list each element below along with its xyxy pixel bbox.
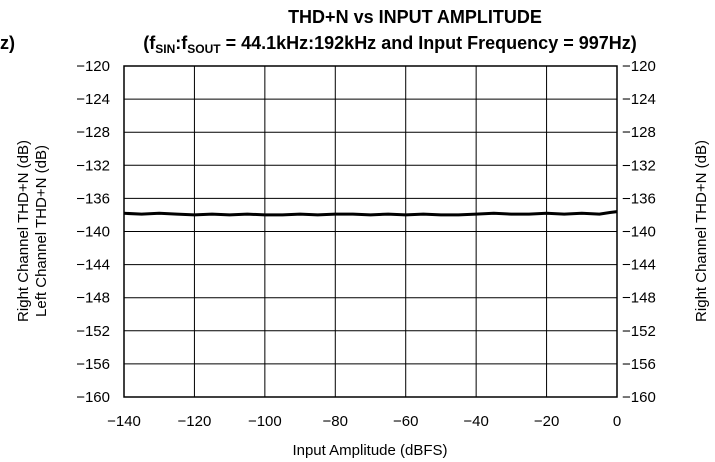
y-tick-label-right: −152 <box>622 323 656 340</box>
x-tick-label: −140 <box>107 413 141 430</box>
chart-title: THD+N vs INPUT AMPLITUDE <box>288 7 542 27</box>
y-tick-label-right: −144 <box>622 257 656 274</box>
y-tick-label-right: −148 <box>622 290 656 307</box>
plot-frame <box>123 65 618 398</box>
series-line <box>123 210 618 217</box>
y-tick-label-left: −124 <box>76 91 110 108</box>
series-group <box>123 210 618 217</box>
y-tick-label-right: −120 <box>622 58 656 75</box>
subtitle-sub-sout: SOUT <box>187 42 221 56</box>
y-tick-labels-right: −120 −124 −128 −132 −136 −140 −144 −148 −152 −156… <box>622 58 656 406</box>
y-tick-label-right: −128 <box>622 124 656 141</box>
grid <box>123 65 618 398</box>
clipped-left-text: z) <box>0 33 15 53</box>
y-tick-label-left: −120 <box>76 58 110 75</box>
subtitle-sub-sin: SIN <box>155 42 175 56</box>
subtitle-suffix: = 44.1kHz:192kHz and Input Frequency = 9… <box>221 33 637 53</box>
y-tick-label-right: −140 <box>622 224 656 241</box>
y-axis-label-left-1: Right Channel THD+N (dB) <box>15 140 32 322</box>
plot-area <box>123 65 618 398</box>
y-tick-label-right: −160 <box>622 389 656 406</box>
y-tick-label-right: −136 <box>622 190 656 207</box>
x-tick-label: −40 <box>463 413 488 430</box>
y-axis-label-left-2: Left Channel THD+N (dB) <box>33 145 50 317</box>
subtitle-sep: :f <box>175 33 188 53</box>
y-tick-label-left: −140 <box>76 224 110 241</box>
x-tick-label: −80 <box>323 413 348 430</box>
chart-subtitle: (fSIN:fSOUT = 44.1kHz:192kHz and Input F… <box>143 33 637 56</box>
y-tick-label-left: −128 <box>76 124 110 141</box>
subtitle-prefix: (f <box>143 33 156 53</box>
y-tick-label-left: −152 <box>76 323 110 340</box>
x-tick-label: −20 <box>534 413 559 430</box>
y-tick-label-right: −156 <box>622 356 656 373</box>
x-tick-label: −60 <box>393 413 418 430</box>
y-axis-label-right: Right Channel THD+N (dB) <box>693 140 710 322</box>
y-tick-label-left: −132 <box>76 157 110 174</box>
y-tick-labels-left: −120 −124 −128 −132 −136 −140 −144 −148 −152 −156… <box>76 58 110 406</box>
x-axis-label: Input Amplitude (dBFS) <box>292 442 447 459</box>
y-tick-label-left: −136 <box>76 190 110 207</box>
x-tick-label: 0 <box>613 413 621 430</box>
y-tick-label-right: −132 <box>622 157 656 174</box>
x-tick-labels: −140 −120 −100 −80 −60 −40 −20 0 <box>107 413 621 430</box>
x-tick-label: −120 <box>178 413 212 430</box>
y-tick-label-left: −148 <box>76 290 110 307</box>
x-tick-label: −100 <box>248 413 282 430</box>
y-tick-label-right: −124 <box>622 91 656 108</box>
y-tick-label-left: −156 <box>76 356 110 373</box>
y-tick-label-left: −160 <box>76 389 110 406</box>
y-tick-label-left: −144 <box>76 257 110 274</box>
